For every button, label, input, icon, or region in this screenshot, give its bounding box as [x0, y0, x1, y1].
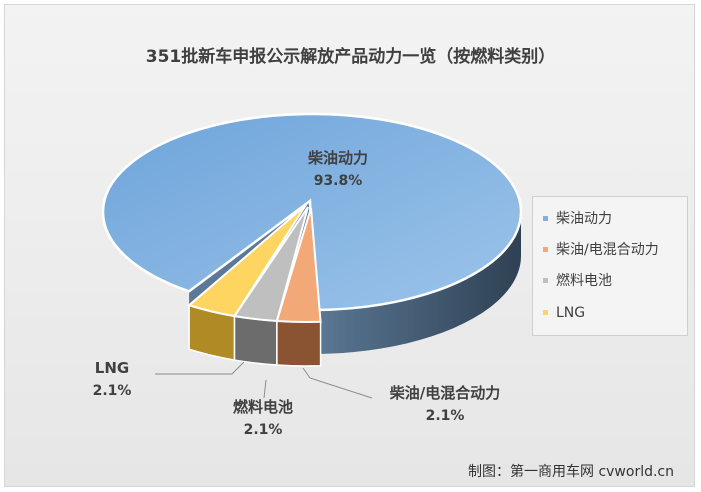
data-label-lng: LNG [95, 359, 129, 377]
legend-label-diesel: 柴油动力 [556, 211, 612, 227]
slice-side-hybrid [276, 320, 322, 367]
legend-swatch-hybrid [543, 246, 548, 252]
data-value-hybrid: 2.1% [426, 408, 465, 424]
leader-hybrid [302, 367, 373, 399]
legend-swatch-diesel [543, 215, 548, 221]
legend-swatch-fuel-cell [543, 277, 548, 283]
legend-swatch-lng [543, 309, 548, 315]
leader-fuel-cell [263, 379, 267, 399]
legend: 柴油动力 柴油/电混合动力 燃料电池 LNG [532, 196, 688, 336]
legend-item-lng: LNG [543, 303, 585, 323]
legend-label-lng: LNG [556, 305, 586, 321]
data-label-hybrid: 柴油/电混合动力 [389, 384, 500, 402]
legend-item-fuel-cell: 燃料电池 [543, 271, 612, 291]
data-value-fuel-cell: 2.1% [244, 422, 283, 438]
data-value-diesel: 93.8% [314, 173, 363, 189]
legend-label-hybrid: 柴油/电混合动力 [556, 242, 659, 258]
slice-hybrid [275, 207, 322, 323]
data-label-diesel: 柴油动力 [307, 149, 368, 167]
legend-label-fuel-cell: 燃料电池 [556, 273, 612, 289]
legend-item-hybrid: 柴油/电混合动力 [543, 240, 659, 260]
legend-item-diesel: 柴油动力 [543, 209, 612, 229]
slice-side-fuel-cell [233, 315, 278, 366]
data-value-lng: 2.1% [93, 383, 132, 399]
chart-title: 351批新车申报公示解放产品动力一览（按燃料类别） [145, 47, 556, 67]
leader-lng [155, 361, 245, 375]
data-label-fuel-cell: 燃料电池 [233, 398, 293, 416]
watermark: 制图：第一商用车网 cvworld.cn [468, 464, 675, 480]
